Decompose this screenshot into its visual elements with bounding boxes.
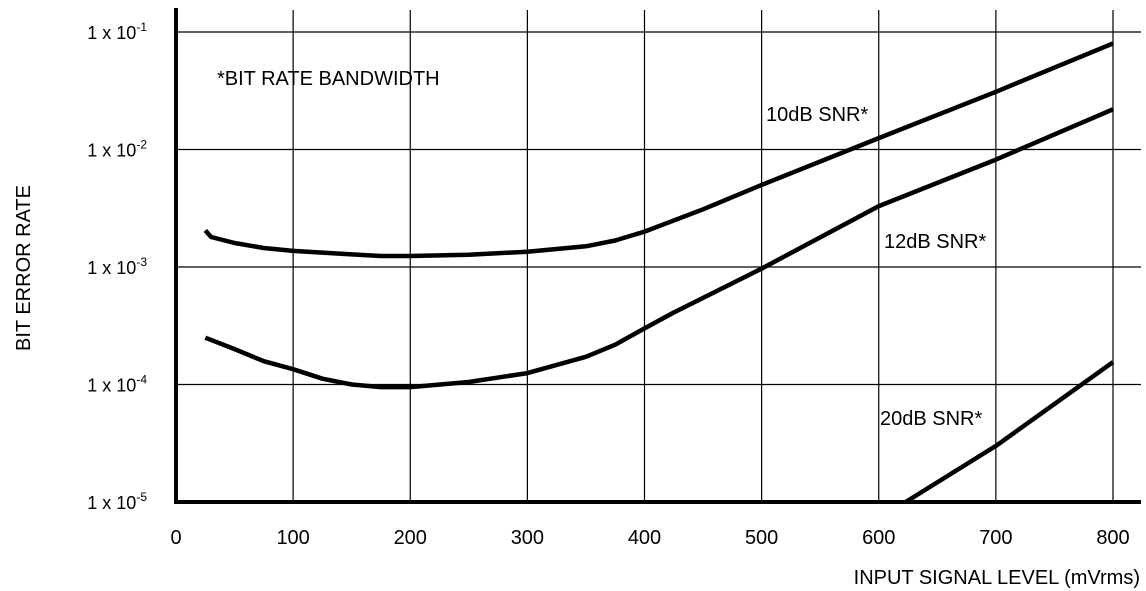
y-tick-label: 1 x 10-3	[87, 255, 147, 278]
series-line-0	[203, 41, 1114, 259]
y-axis-title: BIT ERROR RATE	[13, 185, 35, 351]
y-tick-label: 1 x 10-2	[87, 138, 147, 161]
series-label-12db: 12dB SNR*	[884, 231, 986, 253]
series-lines	[203, 41, 1115, 504]
series-line-2	[904, 360, 1115, 504]
x-tick-label: 400	[628, 527, 661, 549]
series-line-1	[204, 107, 1114, 390]
y-tick-label: 1 x 10-5	[87, 490, 147, 513]
x-tick-label: 200	[394, 527, 427, 549]
x-tick-label: 600	[862, 527, 895, 549]
y-tick-label: 1 x 10-4	[87, 373, 147, 396]
series-label-10db: 10dB SNR*	[766, 104, 868, 126]
x-tick-labels: 0 100 200 300 400 500 600 700 800	[170, 527, 1129, 549]
x-tick-label: 100	[276, 527, 309, 549]
y-tick-labels: 1 x 10-1 1 x 10-2 1 x 10-3 1 x 10-4 1 x 10-5	[87, 20, 147, 513]
x-tick-label: 0	[170, 527, 181, 549]
x-axis-title: INPUT SIGNAL LEVEL (mVrms)	[854, 567, 1140, 589]
series-label-20db: 20dB SNR*	[880, 408, 982, 430]
y-tick-label: 1 x 10-1	[87, 20, 147, 43]
x-tick-label: 800	[1096, 527, 1129, 549]
axes	[174, 8, 1141, 504]
bandwidth-annotation: *BIT RATE BANDWIDTH	[217, 68, 440, 90]
gridlines	[176, 10, 1141, 502]
x-tick-label: 500	[745, 527, 778, 549]
x-tick-label: 300	[511, 527, 544, 549]
x-tick-label: 700	[979, 527, 1012, 549]
